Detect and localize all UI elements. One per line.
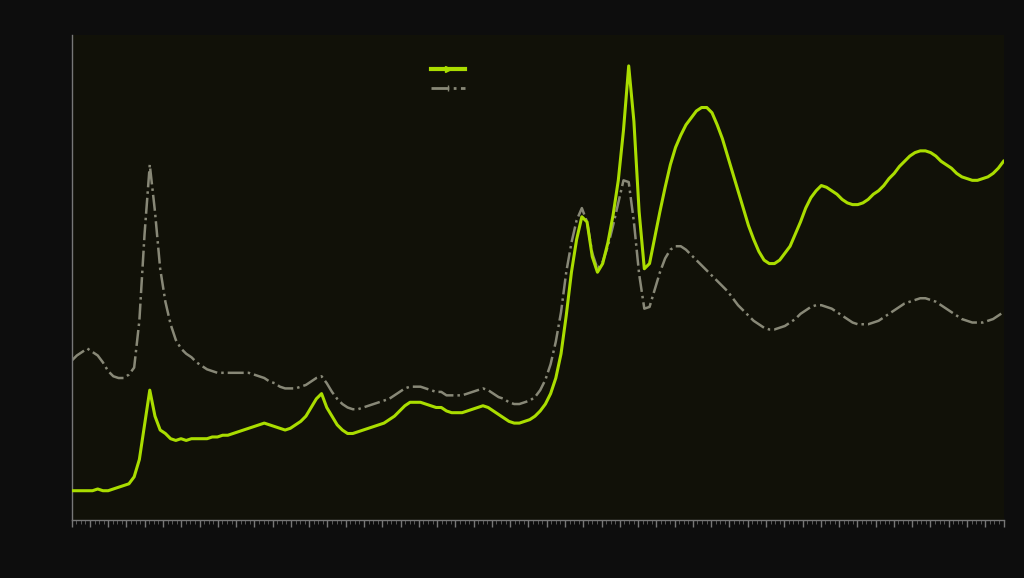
Legend: , : , [431, 65, 473, 94]
